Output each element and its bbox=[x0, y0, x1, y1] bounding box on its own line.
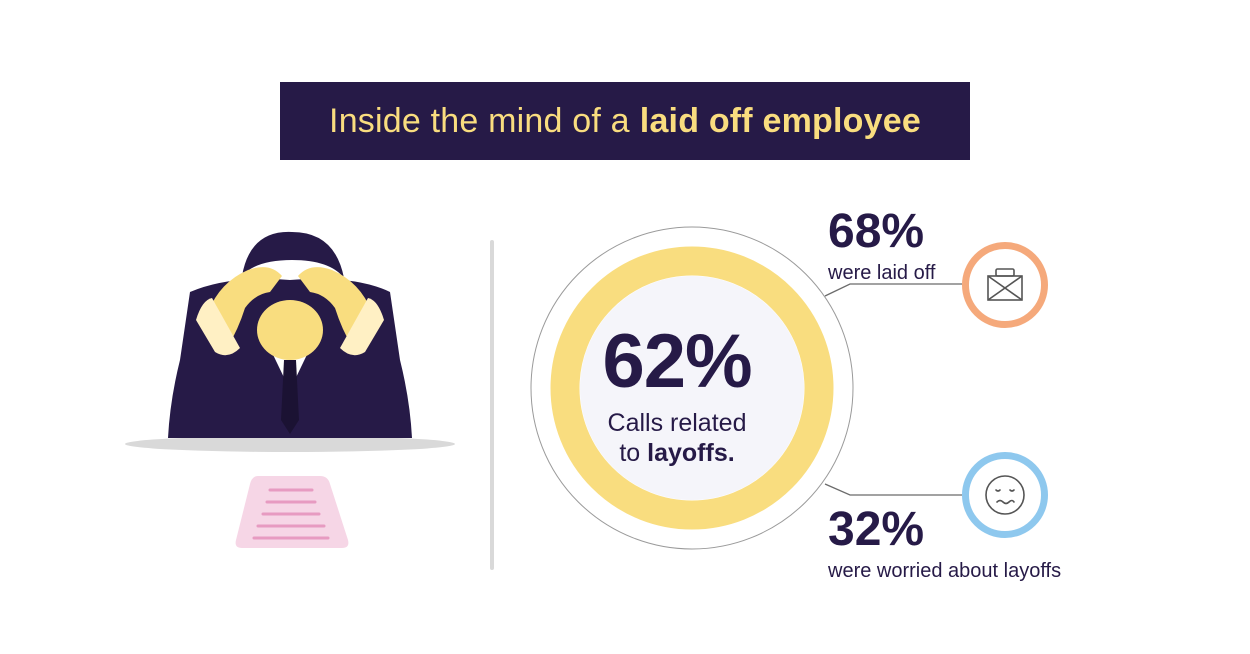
center-stat-value: 62% bbox=[602, 319, 752, 404]
center-caption-line2: to layoffs. bbox=[572, 438, 782, 468]
stat-laid-off: 68% were laid off bbox=[828, 207, 935, 285]
center-caption-emphasis: layoffs. bbox=[647, 439, 735, 467]
title-banner: Inside the mind of a laid off employee bbox=[280, 82, 970, 160]
title-emphasis: laid off employee bbox=[639, 101, 921, 140]
briefcase-x-icon bbox=[962, 242, 1048, 328]
stat-worried-label: were worried about layoffs bbox=[828, 560, 1062, 582]
center-caption-prefix: to bbox=[619, 439, 641, 467]
stressed-employee-illustration bbox=[120, 220, 465, 560]
title-prefix: Inside the mind of a bbox=[329, 101, 630, 140]
center-caption-line1: Calls related bbox=[607, 409, 747, 437]
stat-laid-off-value: 68% bbox=[828, 205, 925, 258]
stat-laid-off-label: were laid off bbox=[828, 262, 936, 284]
center-stat: 62% Calls related to layoffs. bbox=[572, 322, 782, 468]
worried-face-icon bbox=[962, 452, 1048, 538]
center-stat-caption: Calls related to layoffs. bbox=[572, 408, 782, 468]
vertical-divider bbox=[490, 240, 494, 570]
stat-worried: 32% were worried about layoffs bbox=[828, 505, 1061, 583]
donut-graphic bbox=[525, 225, 860, 555]
stat-worried-value: 32% bbox=[828, 503, 925, 556]
